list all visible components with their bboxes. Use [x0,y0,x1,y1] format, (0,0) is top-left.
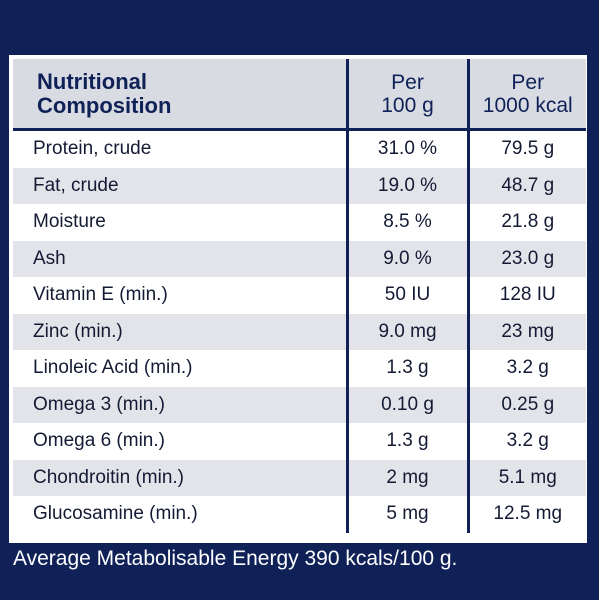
value-per-1000kcal: 23.0 g [466,240,586,277]
value-per-1000kcal: 3.2 g [466,350,586,387]
nutrient-name: Ash [13,240,347,277]
value-per-1000kcal: 12.5 mg [466,496,586,533]
header-per-1000kcal-line2: 1000 kcal [482,93,573,117]
value-per-1000kcal: 0.25 g [466,386,586,423]
value-per-100g: 5 mg [345,496,468,533]
header-title-line2: Composition [37,92,172,118]
table-row: Glucosamine (min.) 5 mg 12.5 mg [13,496,586,533]
value-per-100g: 1.3 g [345,423,468,460]
header-per-1000kcal: Per 1000 kcal [466,59,586,131]
value-per-100g: 2 mg [345,459,468,496]
header-per-100g: Per 100 g [345,59,468,131]
nutrient-name: Omega 3 (min.) [13,386,347,423]
value-per-1000kcal: 23 mg [466,313,586,350]
value-per-1000kcal: 3.2 g [466,423,586,460]
nutrient-name: Moisture [13,204,347,241]
nutrient-name: Linoleic Acid (min.) [13,350,347,387]
value-per-100g: 31.0 % [345,129,468,168]
nutrient-name: Omega 6 (min.) [13,423,347,460]
nutrient-name: Chondroitin (min.) [13,459,347,496]
nutrition-table: Nutritional Composition Per 100 g Per 10… [13,59,586,533]
nutrient-name: Protein, crude [13,129,347,168]
nutrient-name: Fat, crude [13,167,347,204]
table-body: Protein, crude 31.0 % 79.5 g Fat, crude 19.0… [13,129,586,533]
value-per-100g: 9.0 mg [345,313,468,350]
header-title-line1: Nutritional [37,68,147,94]
table-row: Omega 6 (min.) 1.3 g 3.2 g [13,423,586,460]
value-per-1000kcal: 48.7 g [466,167,586,204]
value-per-100g: 1.3 g [345,350,468,387]
table-row: Linoleic Acid (min.) 1.3 g 3.2 g [13,350,586,387]
header-title: Nutritional Composition [13,59,347,131]
value-per-100g: 0.10 g [345,386,468,423]
table-row: Zinc (min.) 9.0 mg 23 mg [13,313,586,350]
value-per-1000kcal: 5.1 mg [466,459,586,496]
value-per-100g: 8.5 % [345,204,468,241]
value-per-1000kcal: 79.5 g [466,129,586,168]
table-row: Omega 3 (min.) 0.10 g 0.25 g [13,386,586,423]
nutrient-name: Vitamin E (min.) [13,277,347,314]
value-per-100g: 9.0 % [345,240,468,277]
table-row: Chondroitin (min.) 2 mg 5.1 mg [13,459,586,496]
nutrient-name: Glucosamine (min.) [13,496,347,533]
header-row: Nutritional Composition Per 100 g Per 10… [13,59,586,131]
header-per-100g-line2: 100 g [381,93,434,117]
table-row: Moisture 8.5 % 21.8 g [13,204,586,241]
nutrient-name: Zinc (min.) [13,313,347,350]
value-per-100g: 19.0 % [345,167,468,204]
table-row: Vitamin E (min.) 50 IU 128 IU [13,277,586,314]
header-per-1000kcal-line1: Per [511,70,545,94]
header-per-100g-line1: Per [391,70,424,94]
table-header: Nutritional Composition Per 100 g Per 10… [13,59,586,131]
value-per-1000kcal: 128 IU [466,277,586,314]
value-per-100g: 50 IU [345,277,468,314]
energy-footnote: Average Metabolisable Energy 390 kcals/1… [13,547,458,570]
table-row: Ash 9.0 % 23.0 g [13,240,586,277]
table-row: Fat, crude 19.0 % 48.7 g [13,167,586,204]
table-row: Protein, crude 31.0 % 79.5 g [13,129,586,168]
value-per-1000kcal: 21.8 g [466,204,586,241]
